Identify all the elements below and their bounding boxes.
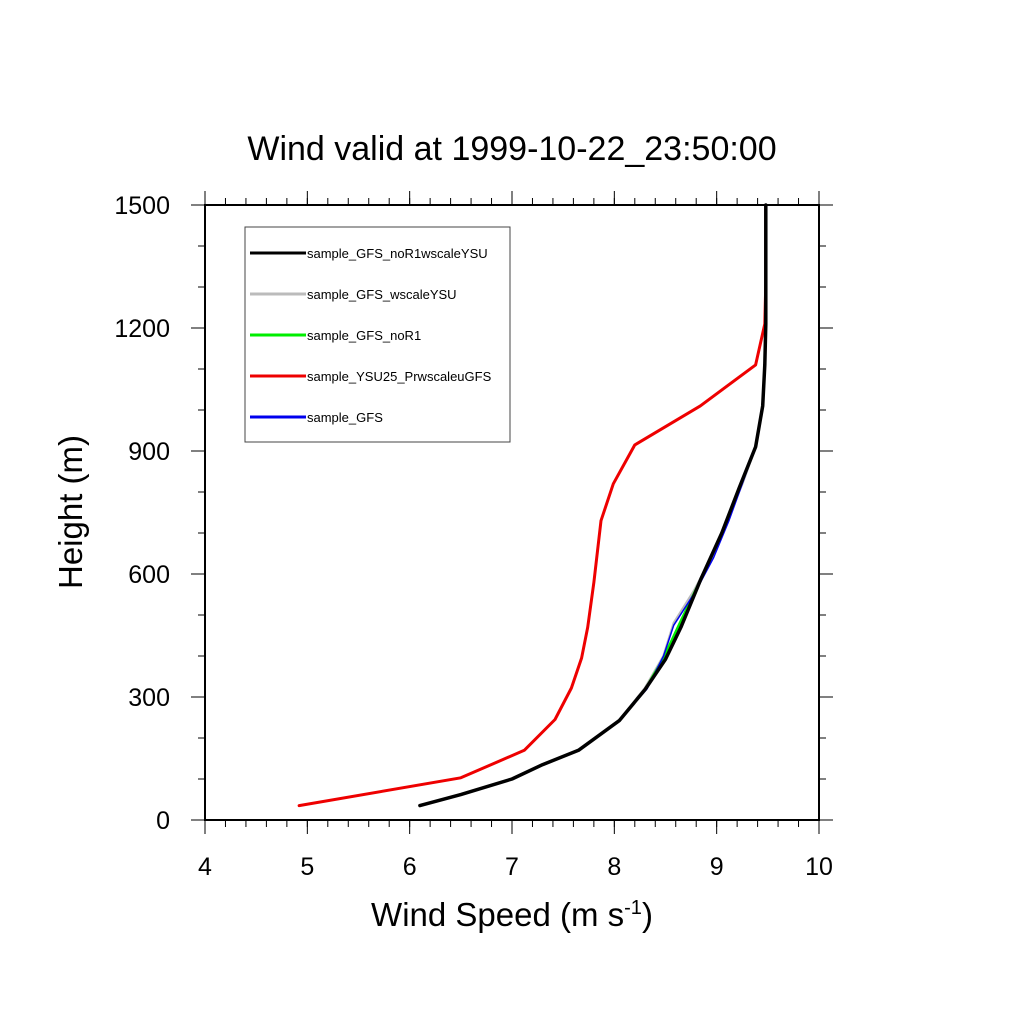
- x-tick-label: 9: [710, 853, 724, 881]
- x-axis-title-main: Wind Speed (m s: [371, 896, 624, 933]
- legend-label: sample_GFS_wscaleYSU: [307, 287, 457, 302]
- chart-title: Wind valid at 1999-10-22_23:50:00: [247, 130, 776, 168]
- x-tick-label: 10: [805, 853, 833, 881]
- x-axis-title-superscript: -1: [624, 897, 642, 919]
- x-tick-label: 8: [607, 853, 621, 881]
- y-tick-label: 0: [156, 807, 170, 835]
- legend-label: sample_GFS_noR1wscaleYSU: [307, 246, 488, 261]
- axis-ticks: 4 5 6 7 8 9 10 0 300 600 900 1200 1500: [114, 191, 833, 881]
- legend-label: sample_YSU25_PrwscaleuGFS: [307, 369, 492, 384]
- y-tick-label: 900: [128, 438, 170, 466]
- x-tick-label: 4: [198, 853, 212, 881]
- x-tick-label: 5: [300, 853, 314, 881]
- x-tick-label: 7: [505, 853, 519, 881]
- legend-label: sample_GFS_noR1: [307, 328, 421, 343]
- y-tick-label: 600: [128, 561, 170, 589]
- y-tick-label: 1200: [114, 315, 170, 343]
- series-line-sample_GFS_noR1wscaleYSU: [418, 203, 768, 808]
- x-tick-label: 6: [403, 853, 417, 881]
- y-axis-title: Height (m): [52, 435, 89, 589]
- legend-label: sample_GFS: [307, 410, 383, 425]
- legend: sample_GFS_noR1wscaleYSU sample_GFS_wscal…: [244, 226, 511, 443]
- plot-frame: [204, 204, 820, 821]
- y-tick-label: 1500: [114, 192, 170, 220]
- series-lines: [297, 203, 768, 808]
- x-axis-title-suffix: ): [642, 896, 653, 933]
- x-axis-title: Wind Speed (m s-1): [371, 896, 653, 933]
- y-tick-label: 300: [128, 684, 170, 712]
